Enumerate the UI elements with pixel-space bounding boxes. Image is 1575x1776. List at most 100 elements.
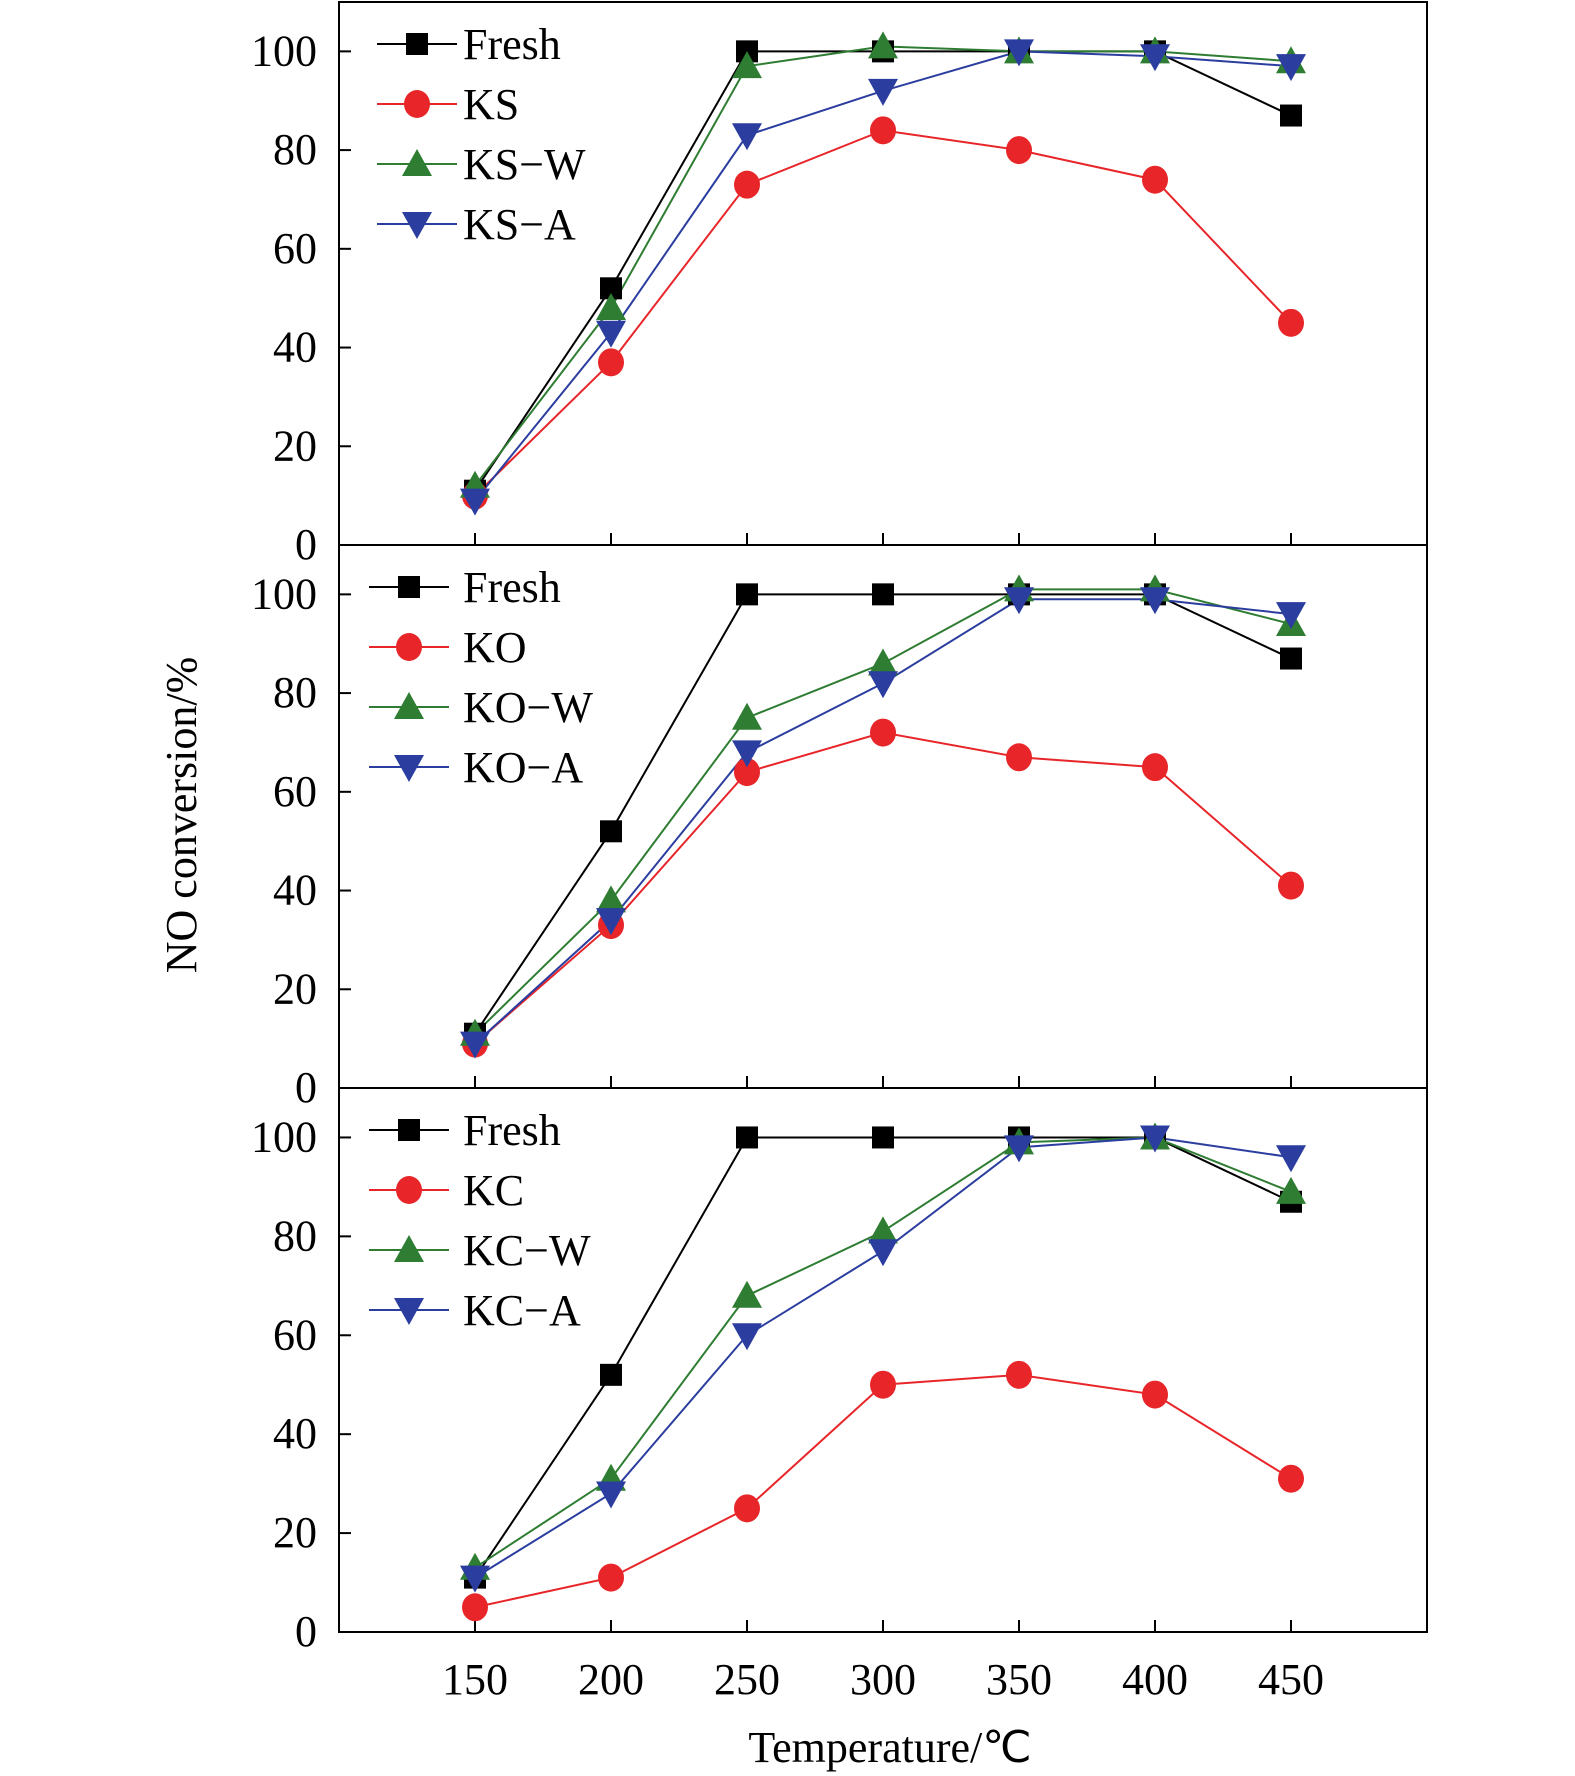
data-point <box>1280 104 1302 127</box>
panel-bottom: 0 20 40 60 80 100 150 200 250 300 350 400 450 Fresh KC… <box>251 1087 1428 1704</box>
data-point <box>1278 308 1304 337</box>
y-tick-label: 80 <box>273 668 317 717</box>
legend-label: Fresh <box>463 563 561 612</box>
y-tick-label: 20 <box>273 1508 317 1557</box>
data-point <box>868 1216 898 1244</box>
data-point <box>600 277 622 300</box>
legend-marker <box>398 1119 420 1141</box>
x-tick-label: 300 <box>850 1655 916 1704</box>
data-point <box>596 908 626 936</box>
data-point <box>462 1593 488 1622</box>
legend-label: KO−A <box>463 743 583 792</box>
data-point <box>1142 753 1168 782</box>
data-point <box>736 583 758 606</box>
y-tick-label: 0 <box>295 1607 317 1656</box>
series-line <box>474 1136 1292 1579</box>
data-point <box>460 488 490 516</box>
data-point <box>460 1565 490 1593</box>
data-point <box>868 78 898 106</box>
data-point <box>734 170 760 199</box>
legend-marker <box>394 692 424 719</box>
data-point <box>1006 136 1032 165</box>
data-point <box>1006 743 1032 772</box>
y-tick-label: 100 <box>251 1112 317 1161</box>
legend-marker <box>396 633 422 661</box>
data-point <box>598 348 624 377</box>
data-point <box>596 293 626 321</box>
data-point <box>732 1280 762 1308</box>
legend-marker <box>394 1235 424 1262</box>
y-tick-label: 60 <box>273 1310 317 1359</box>
x-tick-label: 250 <box>714 1655 780 1704</box>
y-tick-label: 80 <box>273 125 317 174</box>
series-line <box>474 731 1292 1045</box>
data-point <box>596 1481 626 1509</box>
x-axis-label: Temperature/℃ <box>748 1723 1031 1772</box>
legend-marker <box>402 212 432 239</box>
y-tick-label: 0 <box>295 1063 317 1112</box>
data-point <box>870 718 896 747</box>
data-point <box>734 758 760 787</box>
data-point <box>1004 39 1034 67</box>
y-tick-label: 40 <box>273 323 317 372</box>
data-point <box>1278 1464 1304 1493</box>
x-tick-label: 150 <box>442 1655 508 1704</box>
data-point <box>872 1126 894 1149</box>
data-point <box>1006 1360 1032 1389</box>
legend-label: KS−W <box>463 140 586 189</box>
data-point <box>460 1031 490 1059</box>
y-tick-label: 100 <box>251 26 317 75</box>
data-point <box>868 671 898 699</box>
data-point <box>600 1363 622 1386</box>
panels-layer: 0 20 40 60 80 100 Fresh KS KS−W KS−A 0 20 40 60 80 100 F… <box>251 1 1428 1704</box>
legend-marker <box>398 576 420 598</box>
data-point <box>868 648 898 676</box>
legend-label: KC−A <box>463 1286 581 1335</box>
legend-label: Fresh <box>463 20 561 69</box>
data-point <box>598 1563 624 1592</box>
series-line <box>474 129 1292 497</box>
legend-marker <box>404 90 430 118</box>
data-point <box>732 1323 762 1351</box>
data-point <box>1140 1125 1170 1153</box>
data-point <box>1004 1135 1034 1163</box>
legend-marker <box>396 1176 422 1204</box>
y-tick-label: 0 <box>295 520 317 569</box>
legend-marker <box>394 1298 424 1325</box>
x-tick-label: 400 <box>1122 1655 1188 1704</box>
y-axis-label: NO conversion/% <box>157 657 206 974</box>
legend-label: KS <box>463 80 519 129</box>
data-point <box>1004 587 1034 615</box>
data-point <box>596 885 626 913</box>
data-point <box>868 31 898 59</box>
data-point <box>870 116 896 145</box>
data-point <box>1276 54 1306 82</box>
x-tick-label: 350 <box>986 1655 1052 1704</box>
data-point <box>1142 165 1168 194</box>
legend-label: KC <box>463 1166 524 1215</box>
data-point <box>1276 1145 1306 1173</box>
data-point <box>1276 602 1306 630</box>
data-point <box>1140 44 1170 72</box>
legend-marker <box>406 33 428 55</box>
series-line <box>474 1136 1292 1579</box>
y-tick-label: 100 <box>251 569 317 618</box>
y-tick-label: 20 <box>273 964 317 1013</box>
x-tick-label: 450 <box>1258 1655 1324 1704</box>
y-tick-label: 80 <box>273 1211 317 1260</box>
data-point <box>1140 587 1170 615</box>
data-point <box>732 740 762 768</box>
data-point <box>1142 1380 1168 1409</box>
panel-middle: 0 20 40 60 80 100 Fresh KO KO−W KO−A <box>251 544 1428 1112</box>
y-tick-label: 60 <box>273 224 317 273</box>
legend-label: KC−W <box>463 1226 591 1275</box>
data-point <box>732 702 762 730</box>
x-tick-label: 200 <box>578 1655 644 1704</box>
data-point <box>596 320 626 348</box>
data-point <box>732 123 762 151</box>
data-point <box>868 1239 898 1267</box>
y-tick-label: 60 <box>273 767 317 816</box>
legend-label: KO−W <box>463 683 593 732</box>
